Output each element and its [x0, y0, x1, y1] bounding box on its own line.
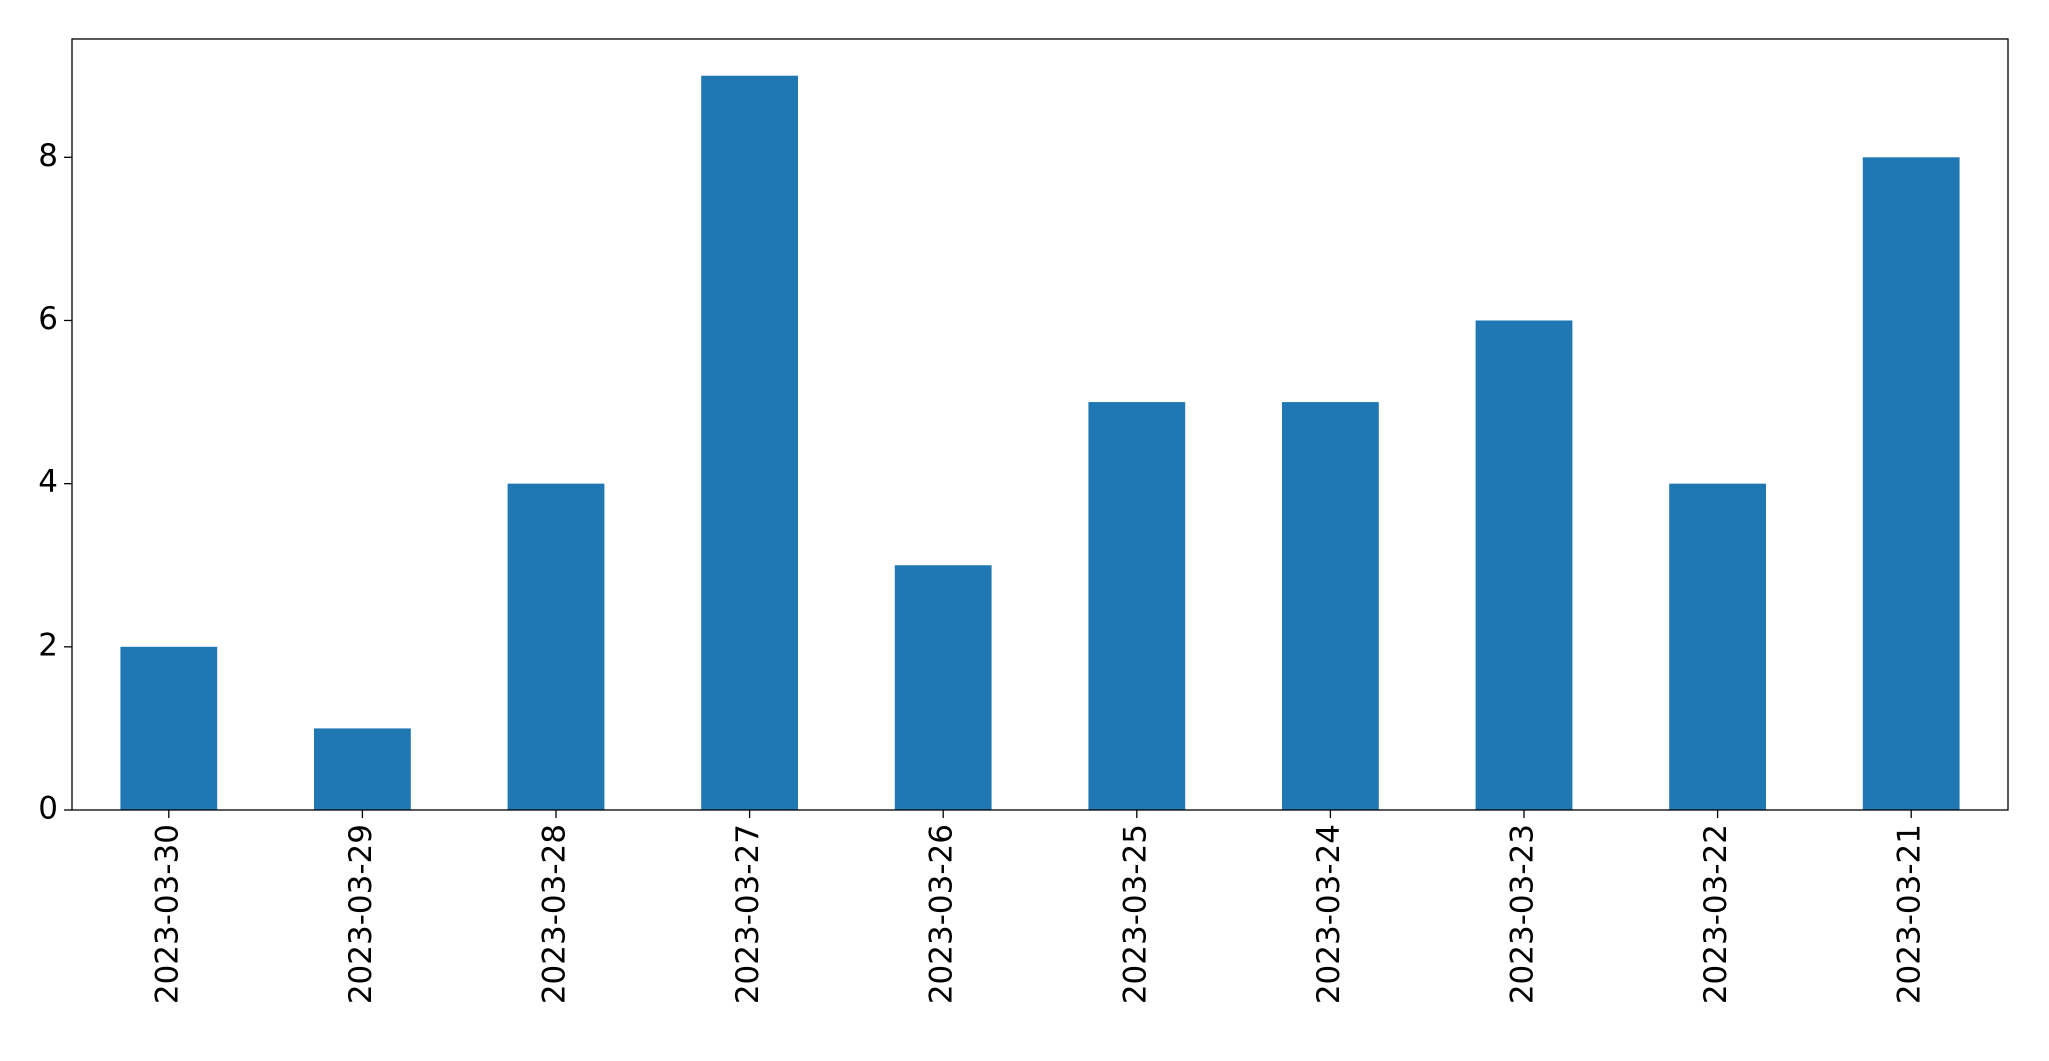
y-tick-label: 6 [38, 301, 58, 337]
bar [701, 75, 798, 810]
bar [314, 728, 411, 810]
bar [120, 646, 218, 810]
y-tick-label: 0 [38, 791, 58, 827]
bar [507, 483, 605, 810]
x-tick-label: 2023-03-30 [149, 824, 185, 1004]
x-tick-label: 2023-03-24 [1311, 824, 1347, 1004]
x-tick-label: 2023-03-22 [1698, 824, 1734, 1004]
bar [1669, 483, 1766, 810]
x-tick-label: 2023-03-25 [1117, 824, 1153, 1004]
y-tick-label: 4 [38, 464, 58, 500]
x-tick-label: 2023-03-23 [1505, 824, 1541, 1004]
x-tick-label: 2023-03-27 [730, 824, 766, 1004]
y-tick-label: 8 [38, 138, 58, 174]
bar [1862, 157, 1960, 811]
x-tick-label: 2023-03-28 [537, 824, 573, 1004]
x-tick-label: 2023-03-21 [1892, 824, 1928, 1004]
x-tick-label: 2023-03-29 [343, 824, 379, 1004]
bar [1088, 402, 1186, 810]
plot-frame [71, 38, 2009, 811]
bar [894, 565, 992, 810]
bar [1475, 320, 1573, 810]
y-tick-label: 2 [38, 627, 58, 663]
x-tick-label: 2023-03-26 [924, 824, 960, 1004]
bar [1282, 402, 1379, 810]
